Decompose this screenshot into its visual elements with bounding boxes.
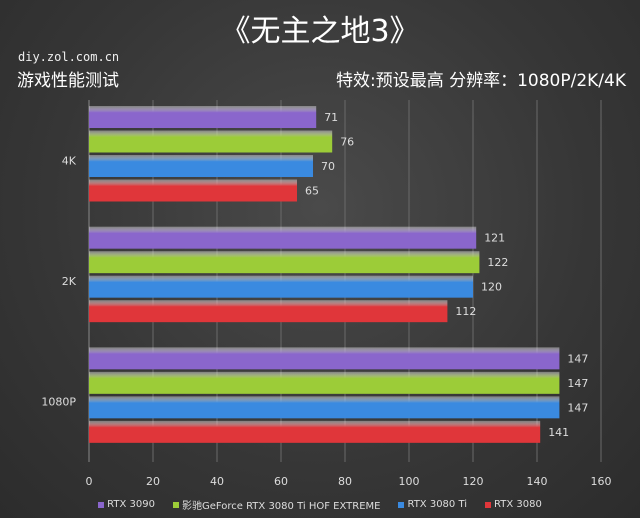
data-label: 76 — [340, 136, 354, 149]
y-category-label: 4K — [62, 154, 77, 167]
legend-swatch — [398, 501, 405, 508]
legend-item: RTX 3090 — [98, 497, 155, 512]
x-tick-label: 40 — [210, 475, 224, 488]
legend: RTX 3090 影驰GeForce RTX 3080 Ti HOF EXTREM… — [0, 497, 640, 512]
x-tick-label: 100 — [399, 475, 420, 488]
legend-swatch — [98, 501, 105, 508]
legend-label: RTX 3080 — [494, 499, 542, 510]
data-label: 122 — [487, 256, 508, 269]
legend-label: RTX 3080 Ti — [407, 499, 468, 510]
data-label: 147 — [567, 377, 588, 390]
x-tick-label: 20 — [146, 475, 160, 488]
data-label: 70 — [321, 160, 335, 173]
chart-title: 《无主之地3》 — [220, 14, 420, 49]
y-category-label: 2K — [62, 275, 77, 288]
x-tick-label: 60 — [274, 475, 288, 488]
bar — [89, 106, 317, 128]
legend-swatch — [172, 501, 179, 508]
data-label: 71 — [324, 111, 338, 124]
legend-label: 影驰GeForce RTX 3080 Ti HOF EXTREME — [181, 501, 381, 512]
chart-subtitle: 游戏性能测试 — [17, 71, 119, 91]
bar — [89, 179, 297, 202]
data-label: 121 — [484, 232, 505, 245]
legend-label: RTX 3090 — [107, 499, 155, 510]
data-label: 120 — [481, 281, 502, 294]
legend-swatch — [485, 501, 492, 508]
data-label: 65 — [305, 185, 319, 198]
x-tick-label: 80 — [338, 475, 352, 488]
bar — [89, 300, 448, 323]
x-tick-label: 0 — [86, 475, 93, 488]
bar — [89, 130, 333, 153]
bar — [89, 420, 541, 443]
test-settings: 特效:预设最高 分辨率：1080P/2K/4K — [335, 71, 626, 91]
bar — [89, 371, 560, 394]
legend-item: RTX 3080 — [485, 497, 542, 512]
bar — [89, 251, 480, 274]
y-category-label: 1080P — [41, 396, 76, 409]
data-label: 147 — [567, 352, 588, 365]
data-label: 112 — [455, 305, 476, 318]
x-tick-label: 160 — [591, 475, 612, 488]
legend-item: 影驰GeForce RTX 3080 Ti HOF EXTREME — [172, 497, 381, 512]
bar — [89, 155, 313, 177]
x-tick-label: 120 — [463, 475, 484, 488]
x-tick-label: 140 — [527, 475, 548, 488]
bar — [89, 347, 560, 370]
legend-item: RTX 3080 Ti — [398, 497, 467, 512]
bar — [89, 275, 473, 298]
site-watermark: diy.zol.com.cn — [18, 50, 120, 64]
data-label: 141 — [548, 426, 569, 439]
bar — [89, 396, 560, 419]
bar — [89, 226, 477, 249]
data-label: 147 — [567, 401, 588, 414]
